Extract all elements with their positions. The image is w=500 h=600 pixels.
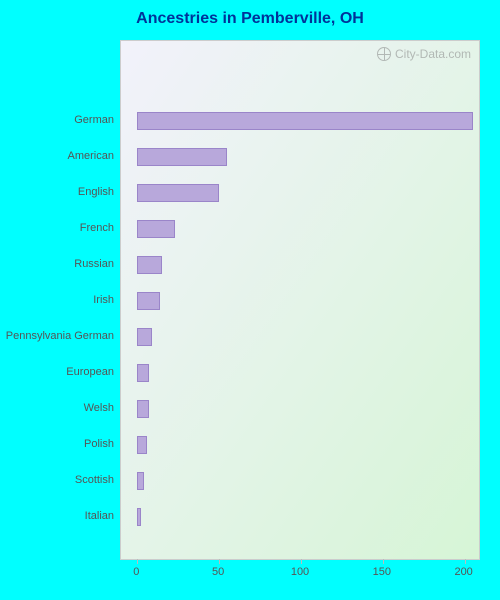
- plot-area: City-Data.com: [120, 40, 480, 560]
- y-axis-label: Scottish: [0, 474, 114, 486]
- y-axis-label: Russian: [0, 258, 114, 270]
- bar: [137, 436, 147, 454]
- globe-icon: [377, 47, 391, 61]
- bar: [137, 400, 148, 418]
- y-axis-label: European: [0, 366, 114, 378]
- x-tick: [465, 559, 466, 564]
- y-axis-label: American: [0, 150, 114, 162]
- y-axis-label: English: [0, 186, 114, 198]
- bar: [137, 184, 219, 202]
- x-tick: [137, 559, 138, 564]
- y-axis-label: Polish: [0, 438, 114, 450]
- x-tick: [383, 559, 384, 564]
- x-tick-label: 0: [133, 566, 139, 578]
- bar: [137, 508, 140, 526]
- y-axis-label: Pennsylvania German: [0, 330, 114, 342]
- x-tick-label: 50: [212, 566, 224, 578]
- y-axis-label: Welsh: [0, 402, 114, 414]
- watermark-text: City-Data.com: [395, 47, 471, 61]
- watermark: City-Data.com: [377, 47, 471, 61]
- bar: [137, 256, 162, 274]
- y-axis-label: Irish: [0, 294, 114, 306]
- x-tick-label: 100: [291, 566, 309, 578]
- bar: [137, 328, 152, 346]
- y-axis-label: French: [0, 222, 114, 234]
- x-tick: [301, 559, 302, 564]
- y-axis-label: Italian: [0, 510, 114, 522]
- page-background: Ancestries in Pemberville, OH City-Data.…: [0, 0, 500, 600]
- bar: [137, 148, 227, 166]
- bar: [137, 472, 144, 490]
- bar: [137, 220, 175, 238]
- bar: [137, 112, 472, 130]
- x-tick-label: 150: [373, 566, 391, 578]
- bar: [137, 292, 160, 310]
- bar: [137, 364, 148, 382]
- x-tick: [219, 559, 220, 564]
- x-tick-label: 200: [454, 566, 472, 578]
- y-axis-label: German: [0, 114, 114, 126]
- chart-title: Ancestries in Pemberville, OH: [0, 10, 500, 28]
